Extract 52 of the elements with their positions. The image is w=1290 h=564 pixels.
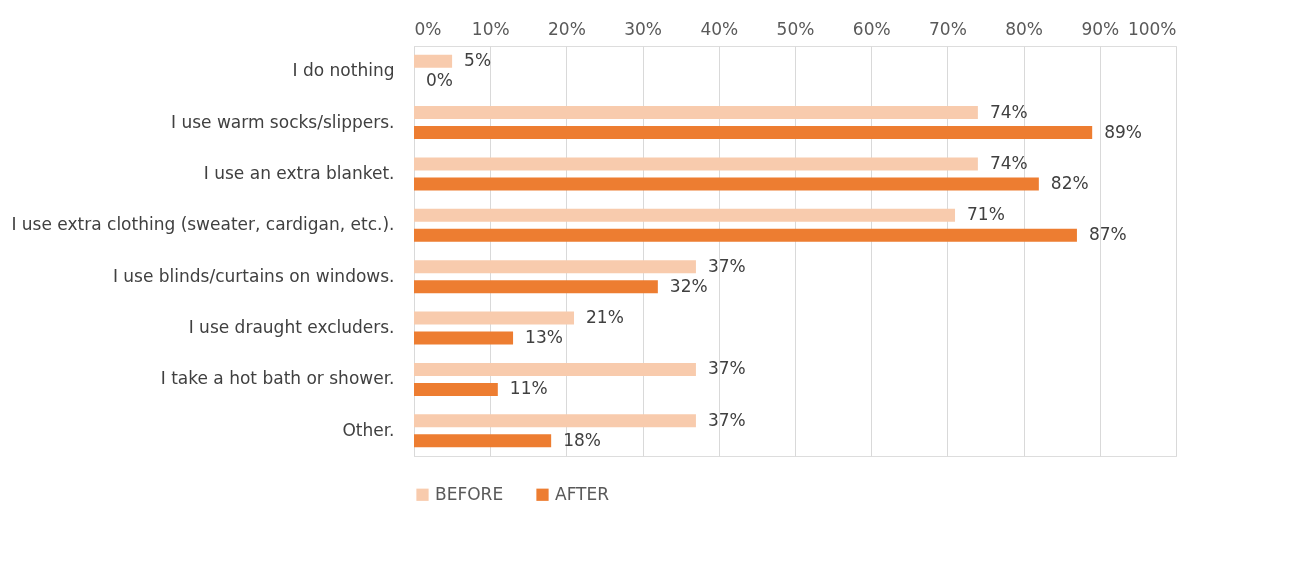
data-label: 18% bbox=[563, 429, 601, 450]
data-label: 74% bbox=[989, 101, 1028, 122]
x-tick-label: 10% bbox=[471, 18, 510, 39]
bar bbox=[414, 414, 696, 428]
bar bbox=[414, 208, 956, 222]
bar bbox=[414, 54, 453, 68]
bar bbox=[414, 157, 978, 171]
bar bbox=[414, 177, 1039, 191]
data-label: 37% bbox=[707, 358, 746, 379]
x-tick-label: 100% bbox=[1127, 18, 1177, 39]
data-label: 89% bbox=[1104, 121, 1142, 142]
bar bbox=[414, 311, 575, 325]
data-label: 82% bbox=[1050, 172, 1089, 193]
x-tick-label: 0% bbox=[414, 18, 442, 39]
data-label: 21% bbox=[586, 307, 624, 328]
data-label: 87% bbox=[1088, 224, 1127, 245]
bar bbox=[414, 126, 1093, 140]
data-label: 13% bbox=[525, 327, 563, 348]
x-tick-label: 90% bbox=[1081, 18, 1120, 39]
legend-label: AFTER bbox=[555, 483, 610, 504]
data-label: 74% bbox=[989, 152, 1028, 173]
y-tick-label: I use warm socks/slippers. bbox=[170, 111, 395, 132]
bar bbox=[414, 362, 696, 376]
data-label: 71% bbox=[967, 204, 1005, 225]
x-tick-label: 40% bbox=[700, 18, 739, 39]
bar bbox=[414, 106, 978, 120]
bar bbox=[414, 382, 498, 396]
data-label: 37% bbox=[707, 255, 746, 276]
y-tick-label: I use blinds/curtains on windows. bbox=[112, 265, 395, 286]
data-label: 37% bbox=[707, 409, 746, 430]
data-label: 0% bbox=[426, 70, 453, 91]
bar bbox=[414, 434, 552, 448]
bar bbox=[414, 331, 514, 345]
x-tick-label: 50% bbox=[776, 18, 815, 39]
bar bbox=[414, 260, 696, 274]
x-tick-label: 30% bbox=[624, 18, 662, 39]
x-tick-label: 80% bbox=[1005, 18, 1043, 39]
y-tick-label: I use extra clothing (sweater, cardigan, etc.). bbox=[11, 214, 395, 235]
y-tick-label: I use draught excluders. bbox=[188, 317, 395, 338]
x-tick-label: 60% bbox=[852, 18, 891, 39]
y-tick-label: I do nothing bbox=[292, 60, 395, 81]
y-tick-label: I take a hot bath or shower. bbox=[160, 368, 395, 389]
data-label: 11% bbox=[509, 378, 548, 399]
data-label: 32% bbox=[669, 275, 708, 296]
data-label: 5% bbox=[464, 50, 492, 71]
bar bbox=[414, 280, 658, 294]
x-tick-label: 20% bbox=[548, 18, 586, 39]
bar bbox=[414, 228, 1077, 242]
y-tick-label: Other. bbox=[342, 419, 395, 440]
y-tick-label: I use an extra blanket. bbox=[203, 162, 395, 183]
x-tick-label: 70% bbox=[929, 18, 967, 39]
legend-label: BEFORE bbox=[435, 483, 504, 504]
